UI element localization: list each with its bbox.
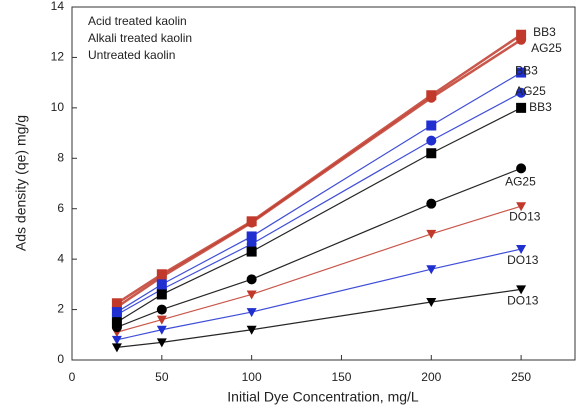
series-line	[116, 107, 522, 323]
x-tick-label: 0	[69, 370, 76, 384]
marker	[111, 322, 122, 333]
marker	[426, 120, 437, 131]
marker	[156, 338, 167, 348]
y-tick-label: 6	[57, 201, 64, 215]
marker	[246, 290, 257, 300]
marker	[156, 279, 167, 290]
marker	[156, 271, 167, 282]
legend-label: Acid treated kaolin	[88, 14, 187, 28]
series-label: DO13	[509, 209, 541, 223]
series-label: DO13	[507, 294, 539, 308]
marker	[246, 274, 257, 285]
y-tick-label: 2	[57, 302, 64, 316]
y-tick-label: 8	[57, 150, 64, 164]
marker	[156, 325, 167, 335]
marker	[111, 343, 122, 353]
series-line	[116, 248, 522, 341]
marker	[156, 304, 167, 315]
x-tick-label: 200	[421, 370, 441, 384]
y-tick-label: 12	[51, 50, 65, 64]
marker	[246, 231, 257, 242]
y-tick-label: 0	[57, 352, 64, 366]
x-tick-label: 150	[331, 370, 351, 384]
marker	[426, 265, 437, 275]
marker	[516, 163, 527, 174]
marker	[156, 289, 167, 300]
series-line	[116, 205, 522, 333]
series-label: AG25	[505, 175, 536, 189]
marker	[516, 202, 527, 212]
marker	[516, 245, 527, 255]
marker	[516, 34, 527, 45]
marker	[426, 92, 437, 103]
x-tick-label: 50	[155, 370, 169, 384]
y-tick-label: 14	[51, 0, 65, 13]
marker	[246, 217, 257, 228]
marker	[111, 317, 122, 328]
y-tick-label: 10	[51, 100, 65, 114]
series-line	[116, 92, 522, 316]
x-axis-title: Initial Dye Concentration, mg/L	[227, 389, 419, 405]
marker	[516, 285, 527, 295]
series-label: BB3	[533, 25, 556, 39]
marker	[111, 335, 122, 345]
y-axis-title: Ads density (qe) mg/g	[13, 115, 29, 251]
marker	[426, 148, 437, 159]
series-line	[116, 288, 522, 348]
series-line	[116, 167, 522, 328]
marker	[426, 229, 437, 239]
x-tick-label: 100	[242, 370, 262, 384]
marker	[246, 246, 257, 257]
marker	[426, 298, 437, 308]
series-label: AG25	[531, 41, 562, 55]
marker	[426, 198, 437, 209]
series-label: AG25	[515, 84, 546, 98]
marker	[516, 29, 527, 40]
legend-label: Alkali treated kaolin	[88, 31, 192, 45]
series-label: BB3	[515, 64, 538, 78]
marker	[246, 325, 257, 335]
legend-label: Untreated kaolin	[88, 48, 175, 62]
marker	[246, 308, 257, 318]
marker	[516, 87, 527, 98]
marker	[111, 309, 122, 320]
y-tick-label: 4	[57, 251, 64, 265]
marker	[516, 102, 527, 113]
x-tick-label: 250	[511, 370, 531, 384]
marker	[426, 135, 437, 146]
marker	[156, 315, 167, 325]
marker	[246, 239, 257, 250]
plot-frame	[71, 6, 576, 361]
marker	[516, 67, 527, 78]
series-label: DO13	[507, 253, 539, 267]
series-label: BB3	[529, 100, 552, 114]
